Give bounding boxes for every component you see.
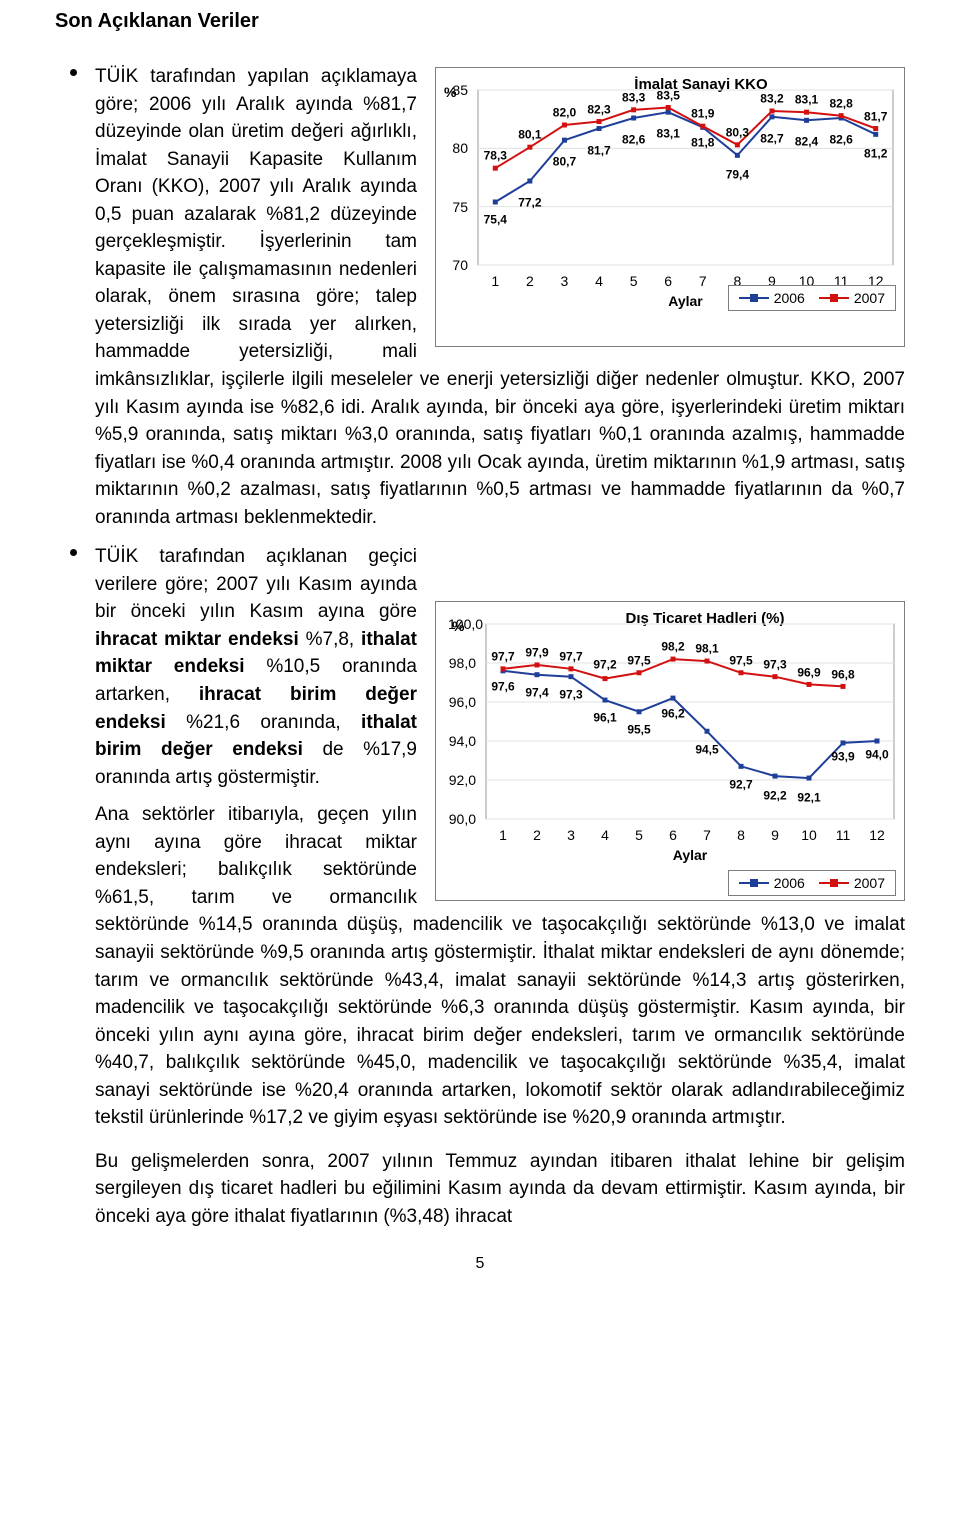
data-label: 82,7 — [760, 130, 783, 147]
data-label: 81,2 — [864, 146, 887, 163]
x-tick-label: 7 — [703, 825, 711, 845]
legend-item: 2006 — [739, 288, 805, 308]
data-label: 97,3 — [559, 686, 582, 703]
data-label: 96,9 — [797, 664, 820, 681]
legend-swatch — [819, 877, 849, 889]
data-label: 94,5 — [695, 741, 718, 758]
x-tick-label: 5 — [635, 825, 643, 845]
bullet-paragraph-2: Dış Ticaret Hadleri (%) %90,092,094,096,… — [55, 543, 905, 1230]
bullet-icon — [70, 69, 77, 76]
data-label: 78,3 — [484, 147, 507, 164]
x-tick-label: 1 — [491, 271, 499, 291]
data-label: 83,2 — [760, 90, 783, 107]
data-label: 97,7 — [491, 648, 514, 665]
data-label: 97,5 — [627, 652, 650, 669]
x-tick-label: 3 — [567, 825, 575, 845]
x-tick-label: 4 — [601, 825, 609, 845]
data-label: 82,3 — [587, 101, 610, 118]
para3-after: sektöründe %9,5 oranında artış göstermiş… — [95, 942, 905, 1128]
x-axis-label: Aylar — [486, 845, 894, 865]
x-tick-label: 5 — [630, 271, 638, 291]
chart-legend: 2006 2007 — [728, 285, 896, 311]
x-tick-label: 10 — [801, 825, 817, 845]
x-tick-label: 11 — [836, 825, 851, 845]
x-tick-label: 7 — [699, 271, 707, 291]
kko-chart: İmalat Sanayi KKO %7075808575,477,280,78… — [435, 67, 905, 347]
legend-label: 2006 — [774, 873, 805, 893]
data-label: 97,7 — [559, 648, 582, 665]
x-tick-label: 1 — [499, 825, 507, 845]
data-label: 93,9 — [831, 749, 854, 766]
data-label: 97,2 — [593, 656, 616, 673]
data-label: 80,1 — [518, 126, 541, 143]
chart1-plot: %7075808575,477,280,781,782,683,181,879,… — [436, 68, 906, 348]
data-label: 97,5 — [729, 652, 752, 669]
data-label: 97,4 — [525, 684, 548, 701]
x-tick-label: 12 — [869, 825, 885, 845]
x-tick-label: 6 — [669, 825, 677, 845]
x-tick-label: 4 — [595, 271, 603, 291]
data-label: 97,9 — [525, 645, 548, 662]
data-label: 82,4 — [795, 134, 818, 151]
legend-item: 2007 — [819, 873, 885, 893]
page-number: 5 — [55, 1255, 905, 1273]
data-label: 81,7 — [587, 142, 610, 159]
data-label: 81,7 — [864, 108, 887, 125]
legend-swatch — [739, 877, 769, 889]
bullet-paragraph-1: İmalat Sanayi KKO %7075808575,477,280,78… — [55, 63, 905, 531]
legend-swatch — [819, 292, 849, 304]
x-tick-label: 2 — [533, 825, 541, 845]
data-label: 80,3 — [726, 124, 749, 141]
legend-swatch — [739, 292, 769, 304]
x-tick-label: 8 — [737, 825, 745, 845]
data-label: 82,8 — [829, 95, 852, 112]
legend-label: 2007 — [854, 873, 885, 893]
chart2-plot: %90,092,094,096,098,0100,097,697,497,396… — [436, 602, 906, 902]
bullet-icon — [70, 549, 77, 556]
data-label: 95,5 — [627, 721, 650, 738]
data-label: 92,7 — [729, 776, 752, 793]
data-label: 92,1 — [797, 790, 820, 807]
page-title: Son Açıklanan Veriler — [55, 10, 905, 33]
data-label: 92,2 — [763, 788, 786, 805]
data-label: 98,2 — [661, 639, 684, 656]
legend-label: 2007 — [854, 288, 885, 308]
x-tick-label: 2 — [526, 271, 534, 291]
legend-item: 2006 — [739, 873, 805, 893]
data-label: 80,7 — [553, 153, 576, 170]
para1-after: Kasım ayında ise %82,6 idi. Aralık ayınd… — [95, 397, 905, 528]
data-label: 96,8 — [831, 666, 854, 683]
para4: Bu gelişmelerden sonra, 2007 yılının Tem… — [95, 1151, 905, 1227]
data-label: 82,6 — [829, 131, 852, 148]
document-page: Son Açıklanan Veriler İmalat Sanayi KKO … — [0, 0, 960, 1539]
data-label: 79,4 — [726, 167, 749, 184]
chart-legend: 2006 2007 — [728, 870, 896, 896]
data-label: 98,1 — [695, 641, 718, 658]
para2-s1: %7,8, — [299, 629, 361, 650]
para2-intro: TÜİK tarafından açıklanan geçici veriler… — [95, 546, 417, 622]
data-label: 94,0 — [865, 747, 888, 764]
data-label: 96,2 — [661, 706, 684, 723]
data-label: 75,4 — [484, 211, 507, 228]
data-label: 97,6 — [491, 678, 514, 695]
para2-s3: %21,6 oranında, — [166, 712, 361, 733]
data-label: 83,3 — [622, 89, 645, 106]
legend-item: 2007 — [819, 288, 885, 308]
para2-b1: ihracat miktar endeksi — [95, 629, 299, 650]
data-label: 77,2 — [518, 194, 541, 211]
data-label: 83,5 — [657, 87, 680, 104]
data-label: 83,1 — [795, 91, 818, 108]
x-tick-label: 9 — [771, 825, 779, 845]
data-label: 81,8 — [691, 135, 714, 152]
data-label: 82,6 — [622, 131, 645, 148]
x-tick-label: 3 — [561, 271, 569, 291]
data-label: 82,0 — [553, 104, 576, 121]
trade-chart: Dış Ticaret Hadleri (%) %90,092,094,096,… — [435, 601, 905, 901]
x-tick-label: 6 — [664, 271, 672, 291]
legend-label: 2006 — [774, 288, 805, 308]
data-label: 81,9 — [691, 105, 714, 122]
data-label: 97,3 — [763, 656, 786, 673]
data-label: 96,1 — [593, 710, 616, 727]
data-label: 83,1 — [657, 125, 680, 142]
